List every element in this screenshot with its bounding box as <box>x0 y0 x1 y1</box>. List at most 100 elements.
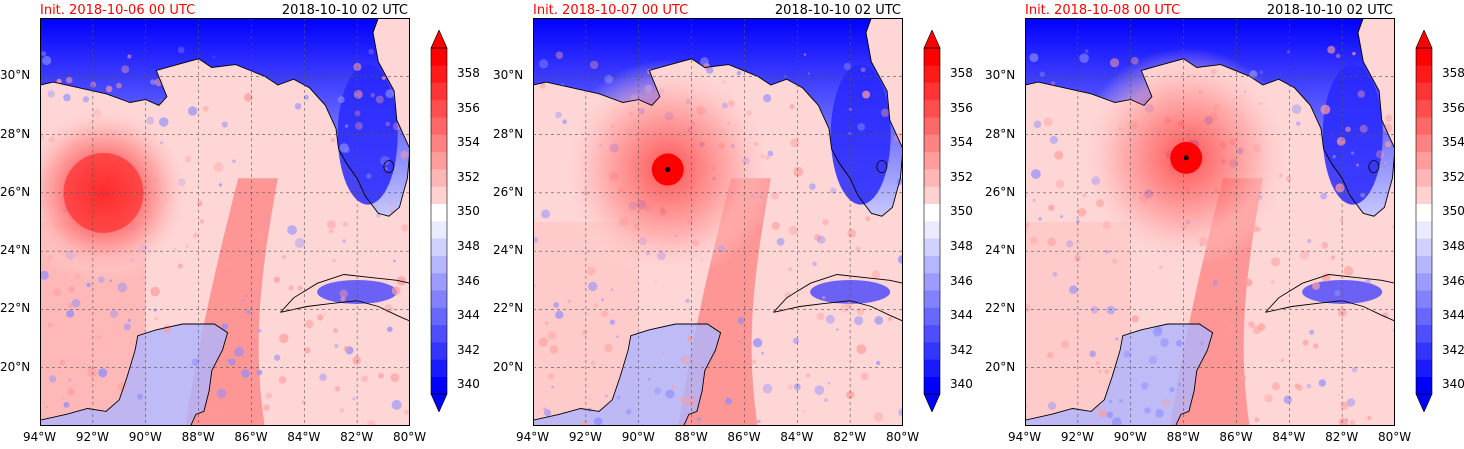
lon-tick-label: 82°W <box>1325 430 1359 444</box>
valid-time-label: 2018-10-10 02 UTC <box>1266 3 1393 18</box>
lon-tick-label: 90°W <box>621 430 655 444</box>
colorbar-band <box>1416 221 1432 239</box>
lat-tick-label: 24°N <box>493 243 524 258</box>
lon-tick-label: 84°W <box>1272 430 1306 444</box>
lat-tick-label: 22°N <box>0 301 31 316</box>
colorbar-band <box>1416 203 1432 222</box>
colorbar-band <box>1416 272 1432 291</box>
colorbar-tick-label: 342 <box>1442 342 1464 357</box>
colorbar-band <box>431 169 447 187</box>
colorbar-band <box>431 238 447 256</box>
colorbar-band <box>924 255 940 274</box>
lat-tick-label: 26°N <box>0 184 31 199</box>
colorbar-band <box>1416 99 1432 118</box>
colorbar-band <box>431 82 447 101</box>
colorbar-band <box>1416 117 1432 135</box>
colorbar-band <box>924 376 940 395</box>
lon-tick-label: 88°W <box>674 430 708 444</box>
cold-land-region <box>40 18 410 217</box>
colorbar-tick-label: 358 <box>950 65 973 80</box>
lon-tick-label: 88°W <box>1166 430 1200 444</box>
map-panel-1: Init. 2018-10-06 00 UTC 2018-10-10 02 UT… <box>0 0 480 449</box>
lat-tick-label: 24°N <box>985 243 1016 258</box>
colorbar-band <box>924 169 940 187</box>
colorbar-band <box>1416 48 1432 66</box>
lon-tick-label: 80°W <box>393 430 427 444</box>
theta-e-map <box>533 18 903 426</box>
colorbar-band <box>431 48 447 66</box>
colorbar-band <box>924 272 940 291</box>
lon-tick-label: 88°W <box>181 430 215 444</box>
storm-center-dot <box>1183 155 1189 161</box>
lon-tick-label: 92°W <box>75 430 109 444</box>
lon-tick-label: 84°W <box>287 430 321 444</box>
colorbar-extend-min <box>1415 393 1433 412</box>
colorbar <box>430 30 448 412</box>
colorbar-extend-min <box>430 393 448 412</box>
lat-tick-label: 28°N <box>493 126 524 141</box>
colorbar-band <box>1416 324 1432 343</box>
colorbar-band <box>924 324 940 343</box>
colorbar-tick-label: 344 <box>457 308 480 323</box>
colorbar-tick-label: 358 <box>1442 65 1464 80</box>
colorbar-band <box>431 272 447 291</box>
colorbar-band <box>924 82 940 101</box>
theta-e-map <box>40 18 410 426</box>
colorbar-tick-label: 348 <box>1442 238 1464 253</box>
cold-land-region <box>533 18 903 217</box>
lat-tick-label: 20°N <box>493 359 524 374</box>
colorbar <box>1415 30 1433 412</box>
colorbar-extend-min <box>923 393 941 412</box>
lon-tick-label: 82°W <box>340 430 374 444</box>
colorbar-tick-label: 356 <box>950 100 973 115</box>
colorbar-tick-label: 340 <box>1442 377 1464 392</box>
cold-land-region <box>1025 18 1395 217</box>
colorbar-band <box>924 99 940 118</box>
lon-tick-label: 92°W <box>568 430 602 444</box>
colorbar-band <box>431 324 447 343</box>
colorbar-tick-label: 340 <box>457 377 480 392</box>
lat-tick-label: 22°N <box>493 301 524 316</box>
colorbar-band <box>924 186 940 204</box>
colorbar-band <box>431 359 447 377</box>
colorbar-band <box>431 65 447 83</box>
storm-core <box>63 152 144 233</box>
colorbar-tick-label: 356 <box>1442 100 1464 115</box>
lat-tick-label: 28°N <box>985 126 1016 141</box>
colorbar-band <box>431 186 447 204</box>
colorbar-band <box>924 151 940 170</box>
lon-tick-label: 90°W <box>128 430 162 444</box>
colorbar-band <box>924 307 940 326</box>
colorbar-tick-label: 354 <box>950 135 973 150</box>
lat-tick-label: 20°N <box>0 359 31 374</box>
lat-tick-label: 24°N <box>0 243 31 258</box>
colorbar-band <box>1416 290 1432 308</box>
lon-tick-label: 82°W <box>833 430 867 444</box>
colorbar-tick-label: 350 <box>1442 204 1464 219</box>
colorbar-band <box>1416 342 1432 360</box>
colorbar-band <box>431 376 447 395</box>
valid-time-label: 2018-10-10 02 UTC <box>281 3 408 18</box>
lat-tick-label: 20°N <box>985 359 1016 374</box>
colorbar-extend-max <box>1415 30 1433 49</box>
colorbar-band <box>1416 169 1432 187</box>
lon-tick-label: 92°W <box>1060 430 1094 444</box>
colorbar-band <box>431 255 447 274</box>
colorbar-band <box>1416 186 1432 204</box>
colorbar-tick-label: 354 <box>457 135 480 150</box>
colorbar-tick-label: 342 <box>457 342 480 357</box>
colorbar-band <box>924 290 940 308</box>
colorbar-extend-max <box>923 30 941 49</box>
colorbar-tick-label: 344 <box>950 308 973 323</box>
lon-tick-label: 94°W <box>23 430 57 444</box>
colorbar-band <box>1416 359 1432 377</box>
colorbar-band <box>924 48 940 66</box>
colorbar-band <box>431 117 447 135</box>
lon-tick-label: 94°W <box>516 430 550 444</box>
lon-tick-label: 94°W <box>1008 430 1042 444</box>
valid-time-label: 2018-10-10 02 UTC <box>774 3 901 18</box>
colorbar-band <box>1416 82 1432 101</box>
colorbar-band <box>1416 134 1432 153</box>
colorbar-band <box>431 203 447 222</box>
colorbar-band <box>924 203 940 222</box>
